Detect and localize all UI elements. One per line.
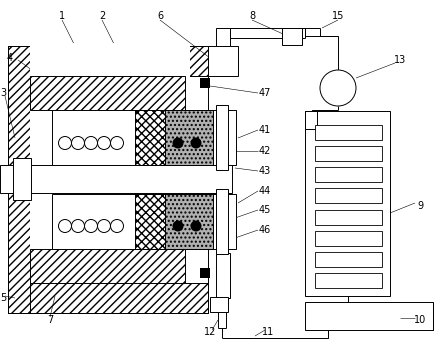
Circle shape [172, 221, 183, 231]
Circle shape [190, 221, 202, 231]
Text: 46: 46 [259, 225, 271, 235]
Circle shape [110, 220, 124, 232]
Bar [315, 273, 382, 288]
Text: 2: 2 [99, 11, 105, 21]
Circle shape [85, 220, 97, 232]
Text: 11: 11 [262, 327, 274, 337]
Bar [305, 302, 433, 330]
Bar [8, 46, 208, 76]
Text: 10: 10 [414, 315, 426, 325]
Bar [30, 76, 185, 110]
Text: 45: 45 [259, 205, 271, 215]
Circle shape [320, 70, 356, 106]
Circle shape [85, 136, 97, 150]
Text: 13: 13 [394, 55, 406, 65]
Bar [315, 252, 382, 267]
Bar [30, 43, 190, 283]
Bar [216, 189, 228, 254]
Bar [315, 125, 382, 140]
Bar [135, 194, 183, 249]
Text: 9: 9 [417, 201, 423, 211]
Text: 4: 4 [7, 53, 13, 63]
Bar [315, 167, 382, 182]
Bar [200, 268, 210, 278]
Text: 6: 6 [157, 11, 163, 21]
Bar [8, 283, 208, 313]
Bar [8, 46, 30, 313]
Bar [210, 297, 228, 312]
Circle shape [97, 220, 110, 232]
Bar [216, 28, 230, 46]
Bar [208, 46, 238, 76]
Bar [216, 105, 228, 170]
Bar [200, 78, 210, 88]
Bar [216, 253, 230, 298]
Circle shape [172, 137, 183, 149]
Bar [165, 194, 213, 249]
Circle shape [110, 136, 124, 150]
Bar [282, 28, 302, 45]
Bar [305, 111, 390, 296]
Bar [135, 110, 183, 165]
Bar [30, 249, 185, 283]
Bar [315, 188, 382, 204]
Bar [315, 209, 382, 224]
Bar [315, 146, 382, 161]
Bar [208, 110, 236, 165]
Circle shape [97, 136, 110, 150]
Circle shape [71, 220, 85, 232]
Text: 44: 44 [259, 186, 271, 196]
Text: 5: 5 [0, 293, 6, 303]
Bar [208, 194, 236, 249]
Circle shape [190, 137, 202, 149]
Text: 41: 41 [259, 125, 271, 135]
Bar [0, 165, 232, 193]
Text: 8: 8 [249, 11, 255, 21]
Text: 42: 42 [259, 146, 271, 156]
Bar [52, 110, 208, 165]
Bar [165, 110, 213, 165]
Circle shape [58, 220, 71, 232]
Bar [52, 194, 208, 249]
Circle shape [71, 136, 85, 150]
Bar [315, 231, 382, 246]
Text: 1: 1 [59, 11, 65, 21]
Bar [305, 111, 317, 129]
Text: 47: 47 [259, 88, 271, 98]
Text: 7: 7 [47, 315, 53, 325]
Bar [13, 158, 31, 200]
Text: 3: 3 [0, 88, 6, 98]
Text: 43: 43 [259, 166, 271, 176]
Circle shape [58, 136, 71, 150]
Text: 15: 15 [332, 11, 344, 21]
Text: 12: 12 [204, 327, 216, 337]
